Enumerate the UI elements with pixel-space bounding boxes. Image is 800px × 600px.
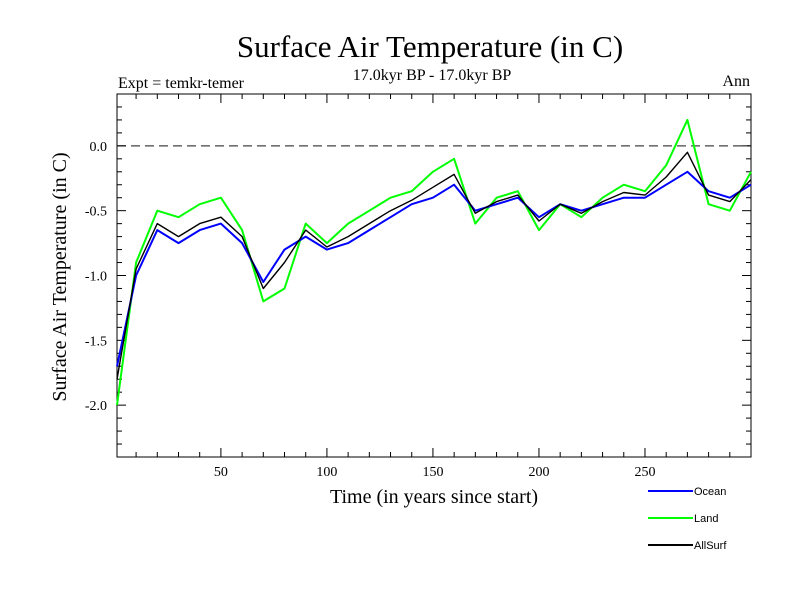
series-line-allsurf [116, 151, 752, 380]
season-label: Ann [722, 73, 750, 90]
series-line-land [116, 118, 752, 406]
plot-frame [116, 93, 752, 458]
y-tick-label: -0.5 [85, 205, 107, 220]
x-axis-label: Time (in years since start) [330, 486, 538, 508]
chart-title: Surface Air Temperature (in C) [237, 29, 623, 64]
y-tick-label: -1.0 [85, 270, 107, 285]
x-tick-label: 250 [634, 465, 655, 480]
x-tick-label: 150 [422, 465, 443, 480]
x-tick-label: 50 [214, 465, 228, 480]
y-axis-label: Surface Air Temperature (in C) [49, 152, 71, 401]
axis-ticks: 50 100 150 200 250 0.0 -0.5 -1.0 -1.5 -2.0 [85, 94, 751, 480]
y-tick-label: -2.0 [85, 399, 107, 414]
legend-label-land: Land [694, 513, 718, 525]
data-series [116, 118, 752, 406]
y-tick-label: -1.5 [85, 334, 107, 349]
chart-subtitle: 17.0kyr BP - 17.0kyr BP [353, 67, 512, 84]
series-line-ocean [116, 170, 752, 367]
legend-label-allsurf: AllSurf [694, 540, 727, 552]
x-tick-label: 200 [528, 465, 549, 480]
experiment-label: Expt = temkr-temer [118, 75, 245, 92]
legend-label-ocean: Ocean [694, 486, 726, 498]
legend: Ocean Land AllSurf [648, 486, 727, 552]
x-tick-label: 100 [316, 465, 337, 480]
y-tick-label: 0.0 [90, 140, 108, 155]
